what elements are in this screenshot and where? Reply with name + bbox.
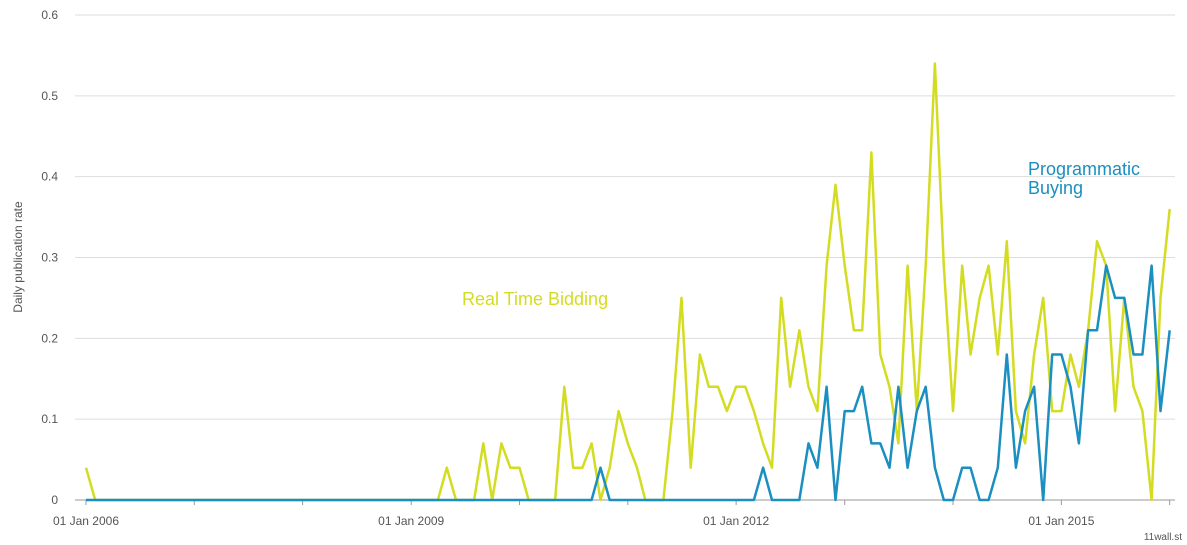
- y-axis-label: Daily publication rate: [11, 201, 25, 313]
- series-line: [84, 62, 1171, 502]
- x-tick-label: 01 Jan 2012: [703, 514, 769, 528]
- source: 11wall.st: [1144, 532, 1182, 543]
- y-tick-label: 0.4: [41, 170, 58, 184]
- series-label: Real Time Bidding: [462, 289, 609, 309]
- y-tick-label: 0: [51, 493, 58, 507]
- y-tick-label: 0.3: [41, 251, 58, 265]
- x-tick-label: 01 Jan 2009: [378, 514, 444, 528]
- x-tick-label: 01 Jan 2015: [1028, 514, 1094, 528]
- y-tick-label: 0.1: [41, 412, 58, 426]
- series-label: Programmatic Buying: [1028, 159, 1141, 198]
- y-tick-label: 0.5: [41, 89, 58, 103]
- y-tick-label: 0.6: [41, 8, 58, 22]
- x-tick-label: 01 Jan 2006: [53, 514, 119, 528]
- y-tick-label: 0.2: [41, 331, 58, 345]
- series-line: [86, 264, 1171, 502]
